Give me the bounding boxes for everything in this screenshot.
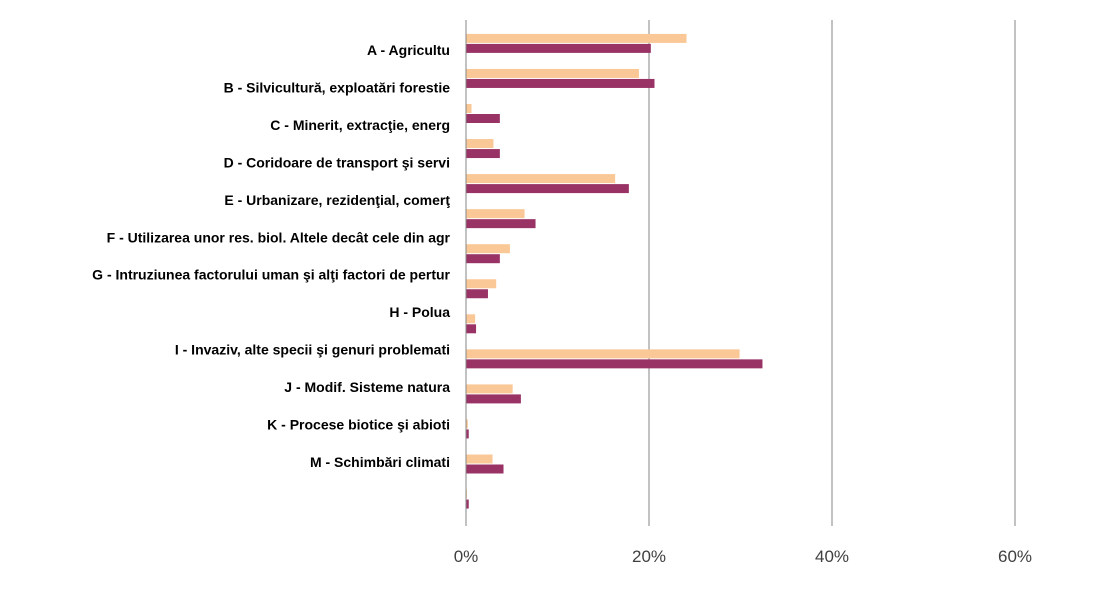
category-label: H - Polua: [389, 304, 450, 320]
bar: [466, 394, 521, 404]
bar: [466, 244, 510, 254]
bar: [466, 104, 472, 113]
bar: [466, 209, 525, 219]
bar: [466, 114, 500, 123]
bar: [466, 384, 513, 394]
bar: [466, 184, 629, 194]
bar: [466, 499, 469, 509]
bar: [466, 254, 500, 264]
bar: [466, 464, 504, 474]
category-label: G - Intruziunea factorului uman şi alţi …: [92, 267, 450, 283]
bar: [466, 314, 476, 324]
bar: [466, 43, 651, 53]
bar: [466, 454, 493, 464]
category-label: I - Invaziv, alte specii şi genuri probl…: [175, 342, 450, 358]
category-labels: A - Agricultu B - Silvicultură, exploatăr…: [92, 42, 450, 470]
category-label: E - Urbanizare, rezidenţial, comerţ: [224, 192, 450, 208]
x-tick-label: 40%: [815, 547, 849, 566]
bar: [466, 33, 687, 43]
bar: [466, 289, 488, 299]
bars: [466, 33, 763, 509]
category-label: A - Agricultu: [367, 42, 450, 58]
bar: [466, 419, 468, 429]
bar: [466, 279, 497, 289]
bar: [466, 219, 536, 229]
bar: [466, 429, 469, 439]
category-label: K - Procese biotice şi abioti: [267, 417, 450, 433]
category-label: J - Modif. Sisteme natura: [284, 379, 450, 395]
category-label: C - Minerit, extracţie, energ: [270, 117, 450, 133]
category-label: M - Schimbări climati: [310, 454, 450, 470]
x-tick-label: 20%: [632, 547, 666, 566]
x-tick-label: 60%: [998, 547, 1032, 566]
x-tick-labels: 0% 20% 40% 60%: [454, 547, 1032, 566]
bar: [466, 78, 655, 88]
category-label: D - Coridoare de transport şi servi: [224, 154, 450, 170]
gridlines: [648, 20, 1016, 526]
bar: [466, 149, 500, 159]
bar: [466, 68, 639, 78]
bar: [466, 359, 763, 369]
bar: [466, 139, 494, 149]
bar: [466, 324, 477, 334]
x-tick-label: 0%: [454, 547, 479, 566]
category-label: B - Silvicultură, exploatări forestie: [224, 79, 451, 95]
category-label: F - Utilizarea unor res. biol. Altele de…: [107, 229, 451, 245]
bar: [466, 174, 616, 184]
bar: [466, 349, 740, 359]
